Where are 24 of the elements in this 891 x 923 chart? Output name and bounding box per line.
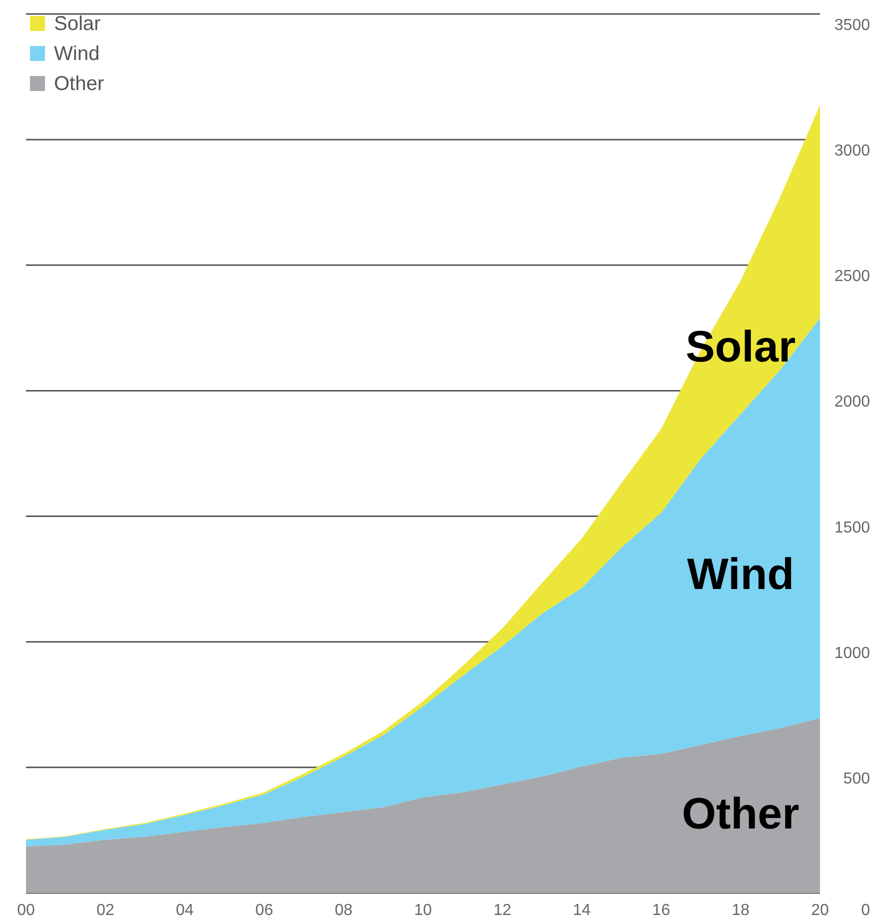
y-tick-label: 0 <box>861 902 870 919</box>
y-tick-label: 3500 <box>834 17 870 34</box>
x-tick-label: 18 <box>732 902 750 919</box>
x-tick-label: 10 <box>414 902 432 919</box>
y-tick-label: 1500 <box>834 519 870 536</box>
y-tick-label: 3000 <box>834 142 870 160</box>
x-tick-label: 16 <box>652 902 670 919</box>
x-tick-label: 06 <box>255 902 274 919</box>
x-tick-label: 00 <box>17 902 35 919</box>
legend-label: Wind <box>54 43 100 65</box>
y-tick-label: 2500 <box>834 268 870 286</box>
x-tick-label: 12 <box>494 902 512 919</box>
x-tick-label: 14 <box>572 902 591 919</box>
x-tick-label: 20 <box>811 902 829 919</box>
x-tick-label: 02 <box>96 902 114 919</box>
y-tick-label: 1000 <box>834 644 870 662</box>
y-tick-label: 500 <box>843 770 870 788</box>
x-tick-label: 08 <box>334 902 353 919</box>
y-tick-label: 2000 <box>834 394 870 411</box>
legend-label: Other <box>54 73 104 95</box>
x-tick-label: 04 <box>176 902 194 919</box>
text: Other <box>682 790 800 839</box>
text: Wind <box>687 550 794 600</box>
legend-label: Solar <box>54 13 102 35</box>
